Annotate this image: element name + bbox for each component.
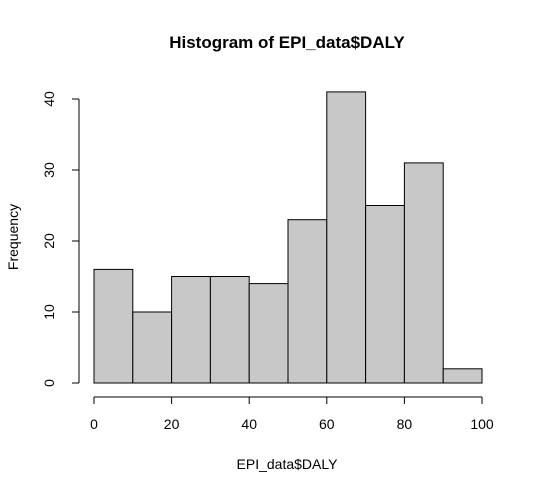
histogram-bar-3	[209, 276, 250, 384]
y-axis-label: Frequency	[5, 204, 21, 270]
x-tick-label-60: 60	[319, 416, 335, 432]
y-tick-label-0: 0	[41, 379, 57, 387]
x-axis: 0 20 40 60 80 100	[90, 396, 494, 432]
y-tick-label-40: 40	[41, 91, 57, 107]
x-tick-label-40: 40	[241, 416, 257, 432]
y-tick-label-20: 20	[41, 233, 57, 249]
y-axis: 0 10 20 30 40	[41, 91, 80, 387]
x-tick-label-100: 100	[470, 416, 494, 432]
x-tick-label-80: 80	[397, 416, 413, 432]
chart-title: Histogram of EPI_data$DALY	[169, 33, 405, 52]
histogram-bar-1	[132, 311, 173, 384]
y-tick-label-10: 10	[41, 304, 57, 320]
x-tick-label-0: 0	[90, 416, 98, 432]
histogram-bar-0	[93, 268, 134, 384]
y-tick-label-30: 30	[41, 162, 57, 178]
x-tick-label-20: 20	[164, 416, 180, 432]
x-axis-label: EPI_data$DALY	[237, 456, 339, 472]
histogram-bar-2	[171, 276, 211, 384]
histogram-bar-7	[365, 205, 405, 384]
histogram-bar-4	[248, 283, 289, 384]
histogram-bar-5	[287, 219, 328, 384]
histogram-bar-9	[442, 368, 483, 384]
histogram-bar-8	[403, 162, 444, 384]
histogram-bar-6	[326, 91, 367, 384]
bars-group	[93, 91, 483, 384]
